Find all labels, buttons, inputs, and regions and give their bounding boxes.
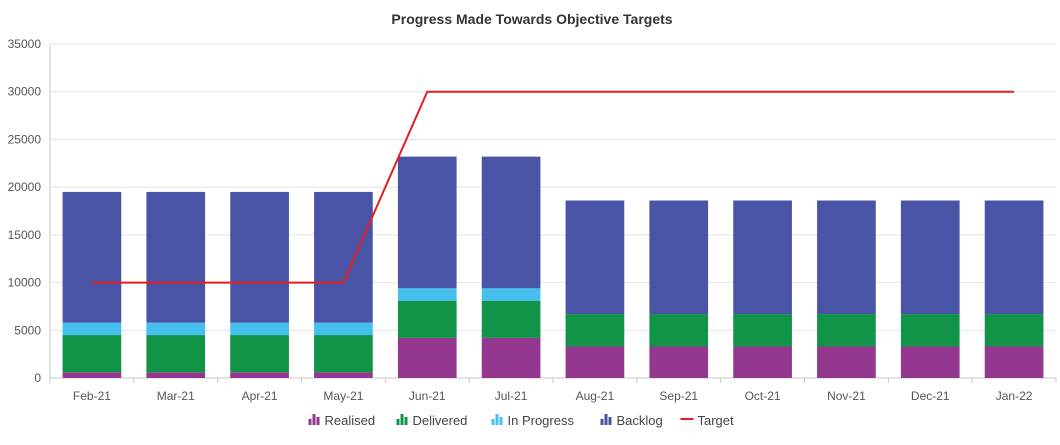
bar-backlog-jan-22 bbox=[984, 200, 1044, 315]
legend-item-backlog[interactable]: Backlog bbox=[600, 413, 663, 428]
x-tick-label: Jan-22 bbox=[996, 389, 1033, 403]
legend-label: In Progress bbox=[508, 413, 575, 428]
legend-label: Target bbox=[698, 413, 735, 428]
bar-chart-icon bbox=[396, 414, 408, 425]
legend-item-realised[interactable]: Realised bbox=[308, 413, 376, 428]
y-tick-label: 35000 bbox=[8, 37, 42, 51]
legend: Realised Delivered In Progress Backlog Targe… bbox=[308, 413, 735, 428]
legend-item-in-progress[interactable]: In Progress bbox=[491, 413, 575, 428]
axes: 0 5000 10000 15000 20000 25000 30000 35000 Feb-2… bbox=[8, 37, 1057, 403]
x-tick-label: Mar-21 bbox=[157, 389, 195, 403]
y-tick-label: 30000 bbox=[8, 85, 42, 99]
bar-delivered-jun-21 bbox=[397, 300, 457, 338]
bar-realised-jul-21 bbox=[481, 337, 541, 378]
legend-label: Realised bbox=[325, 413, 376, 428]
bar-in-progress-jul-21 bbox=[481, 288, 541, 301]
bar-delivered-feb-21 bbox=[62, 335, 122, 373]
bar-delivered-may-21 bbox=[314, 335, 373, 373]
x-tick-label: Dec-21 bbox=[911, 389, 950, 403]
bar-backlog-oct-21 bbox=[733, 200, 792, 315]
bar-backlog-jul-21 bbox=[481, 156, 541, 289]
x-tick-label: Aug-21 bbox=[576, 389, 615, 403]
y-tick-label: 0 bbox=[34, 371, 41, 385]
bar-backlog-may-21 bbox=[314, 191, 373, 323]
chart-title: Progress Made Towards Objective Targets bbox=[391, 11, 672, 27]
bar-in-progress-jun-21 bbox=[397, 288, 457, 301]
bar-delivered-dec-21 bbox=[900, 314, 960, 347]
bar-delivered-oct-21 bbox=[733, 314, 792, 347]
x-tick-label: Apr-21 bbox=[242, 389, 278, 403]
bar-backlog-mar-21 bbox=[146, 191, 206, 323]
bar-in-progress-feb-21 bbox=[62, 322, 122, 336]
x-tick-label: Jul-21 bbox=[495, 389, 528, 403]
x-tick-label: Oct-21 bbox=[745, 389, 781, 403]
bar-backlog-apr-21 bbox=[230, 191, 289, 323]
bar-realised-may-21 bbox=[314, 372, 373, 378]
bar-realised-feb-21 bbox=[62, 372, 122, 378]
bar-chart-icon bbox=[491, 414, 503, 425]
bar-delivered-apr-21 bbox=[230, 335, 289, 373]
y-tick-label: 5000 bbox=[14, 323, 41, 337]
bar-realised-apr-21 bbox=[230, 372, 289, 378]
y-tick-label: 15000 bbox=[8, 228, 42, 242]
y-tick-label: 10000 bbox=[8, 276, 42, 290]
legend-label: Delivered bbox=[413, 413, 468, 428]
bar-delivered-nov-21 bbox=[817, 314, 876, 347]
y-tick-label: 25000 bbox=[8, 132, 42, 146]
legend-label: Backlog bbox=[617, 413, 663, 428]
bar-backlog-sep-21 bbox=[649, 200, 709, 315]
bar-in-progress-mar-21 bbox=[146, 322, 206, 336]
x-tick-label: Nov-21 bbox=[827, 389, 866, 403]
bar-realised-sep-21 bbox=[649, 346, 709, 378]
bar-realised-oct-21 bbox=[733, 346, 792, 378]
bar-delivered-aug-21 bbox=[565, 314, 625, 347]
bar-realised-jun-21 bbox=[397, 337, 457, 378]
bar-backlog-dec-21 bbox=[900, 200, 960, 315]
bar-backlog-jun-21 bbox=[397, 156, 457, 289]
legend-item-delivered[interactable]: Delivered bbox=[396, 413, 468, 428]
legend-item-target[interactable]: Target bbox=[680, 413, 735, 428]
bar-delivered-jan-22 bbox=[984, 314, 1044, 347]
bar-chart-icon bbox=[600, 414, 612, 425]
y-tick-label: 20000 bbox=[8, 180, 42, 194]
bar-delivered-sep-21 bbox=[649, 314, 709, 347]
x-tick-label: May-21 bbox=[323, 389, 363, 403]
x-tick-label: Jun-21 bbox=[409, 389, 446, 403]
bar-realised-dec-21 bbox=[900, 346, 960, 378]
target-line-layer bbox=[91, 90, 1015, 284]
bar-realised-mar-21 bbox=[146, 372, 206, 378]
bar-backlog-feb-21 bbox=[62, 191, 122, 323]
bar-in-progress-apr-21 bbox=[230, 322, 289, 336]
bar-delivered-mar-21 bbox=[146, 335, 206, 373]
bar-delivered-jul-21 bbox=[481, 300, 541, 338]
bar-realised-aug-21 bbox=[565, 346, 625, 378]
bars bbox=[62, 156, 1044, 378]
line-target bbox=[91, 90, 1015, 284]
bar-in-progress-may-21 bbox=[314, 322, 373, 336]
bar-realised-jan-22 bbox=[984, 346, 1044, 378]
bar-backlog-aug-21 bbox=[565, 200, 625, 315]
bar-realised-nov-21 bbox=[817, 346, 876, 378]
x-tick-label: Sep-21 bbox=[659, 389, 698, 403]
bar-backlog-nov-21 bbox=[817, 200, 876, 315]
bar-chart-icon bbox=[308, 414, 320, 425]
x-tick-label: Feb-21 bbox=[73, 389, 111, 403]
